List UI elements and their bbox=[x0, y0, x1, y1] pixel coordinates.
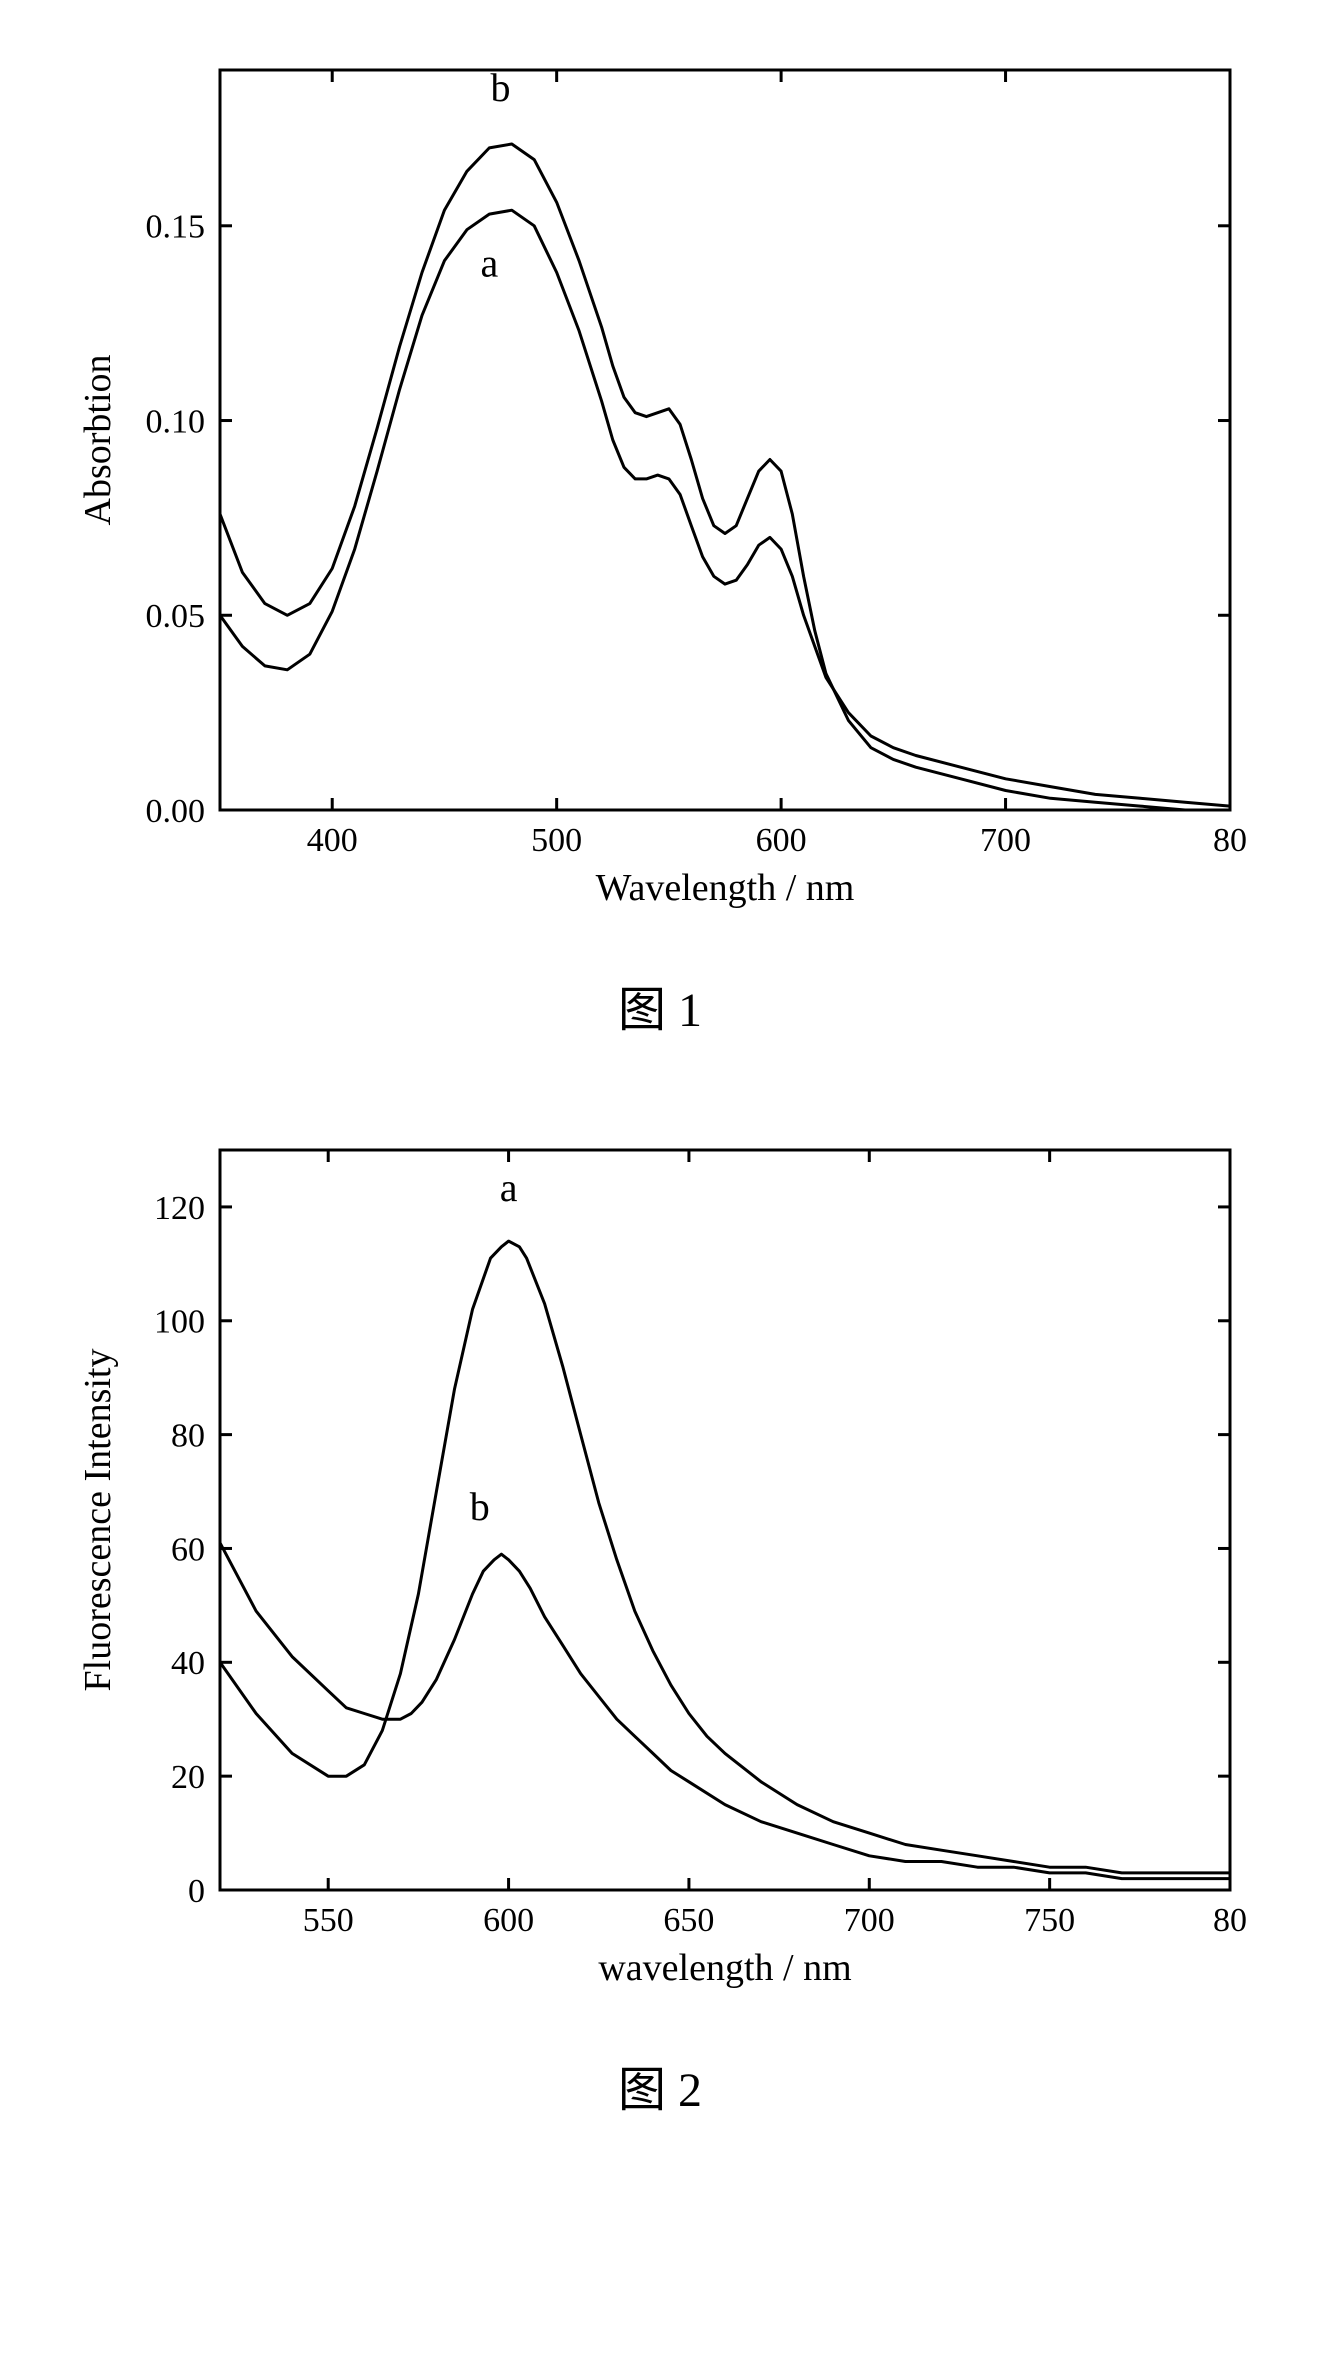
svg-text:40: 40 bbox=[171, 1645, 205, 1682]
figure-2-chart: 55060065070075080020406080100120waveleng… bbox=[60, 1120, 1260, 2020]
svg-text:700: 700 bbox=[844, 1902, 895, 1939]
svg-text:b: b bbox=[491, 65, 511, 110]
svg-text:b: b bbox=[470, 1484, 490, 1529]
svg-text:Wavelength / nm: Wavelength / nm bbox=[596, 867, 855, 909]
svg-text:Fluorescence Intensity: Fluorescence Intensity bbox=[77, 1349, 119, 1692]
figure-1-container: 400 500 600 700 80 0.00 0.05 0.10 0.15 Wavelength… bbox=[60, 40, 1260, 940]
svg-text:0.15: 0.15 bbox=[146, 209, 206, 246]
svg-text:60: 60 bbox=[171, 1531, 205, 1568]
svg-text:a: a bbox=[480, 240, 498, 285]
svg-text:600: 600 bbox=[483, 1902, 534, 1939]
svg-text:wavelength / nm: wavelength / nm bbox=[598, 1947, 851, 1989]
figure-1-chart: 400 500 600 700 80 0.00 0.05 0.10 0.15 Wavelength… bbox=[60, 40, 1260, 940]
svg-text:80: 80 bbox=[1213, 822, 1247, 859]
figure-1-caption-prefix: 图 bbox=[618, 984, 666, 1037]
svg-text:700: 700 bbox=[980, 822, 1031, 859]
svg-text:750: 750 bbox=[1024, 1902, 1075, 1939]
svg-text:550: 550 bbox=[303, 1902, 354, 1939]
svg-text:Absorbtion: Absorbtion bbox=[77, 355, 119, 526]
svg-text:0.00: 0.00 bbox=[146, 793, 206, 830]
svg-text:500: 500 bbox=[531, 822, 582, 859]
figure-2-caption-number: 2 bbox=[678, 2064, 702, 2117]
svg-text:600: 600 bbox=[756, 822, 807, 859]
svg-text:400: 400 bbox=[307, 822, 358, 859]
page: 400500600700800.000.050.100.15Wavelength… bbox=[0, 0, 1320, 2220]
figure-1-caption: 图 1 bbox=[0, 970, 1320, 1040]
svg-text:a: a bbox=[500, 1165, 518, 1210]
svg-text:0.10: 0.10 bbox=[146, 403, 206, 440]
svg-text:0: 0 bbox=[188, 1873, 205, 1910]
figure-2-container: 55060065070075080020406080100120waveleng… bbox=[60, 1120, 1260, 2020]
svg-text:80: 80 bbox=[1213, 1902, 1247, 1939]
figure-1-caption-number: 1 bbox=[678, 984, 702, 1037]
figure-2-caption: 图 2 bbox=[0, 2050, 1320, 2120]
svg-text:20: 20 bbox=[171, 1759, 205, 1796]
svg-text:120: 120 bbox=[154, 1190, 205, 1227]
svg-text:100: 100 bbox=[154, 1304, 205, 1341]
svg-text:80: 80 bbox=[171, 1418, 205, 1455]
svg-text:650: 650 bbox=[663, 1902, 714, 1939]
figure-2-caption-prefix: 图 bbox=[618, 2064, 666, 2117]
svg-text:0.05: 0.05 bbox=[146, 598, 206, 635]
